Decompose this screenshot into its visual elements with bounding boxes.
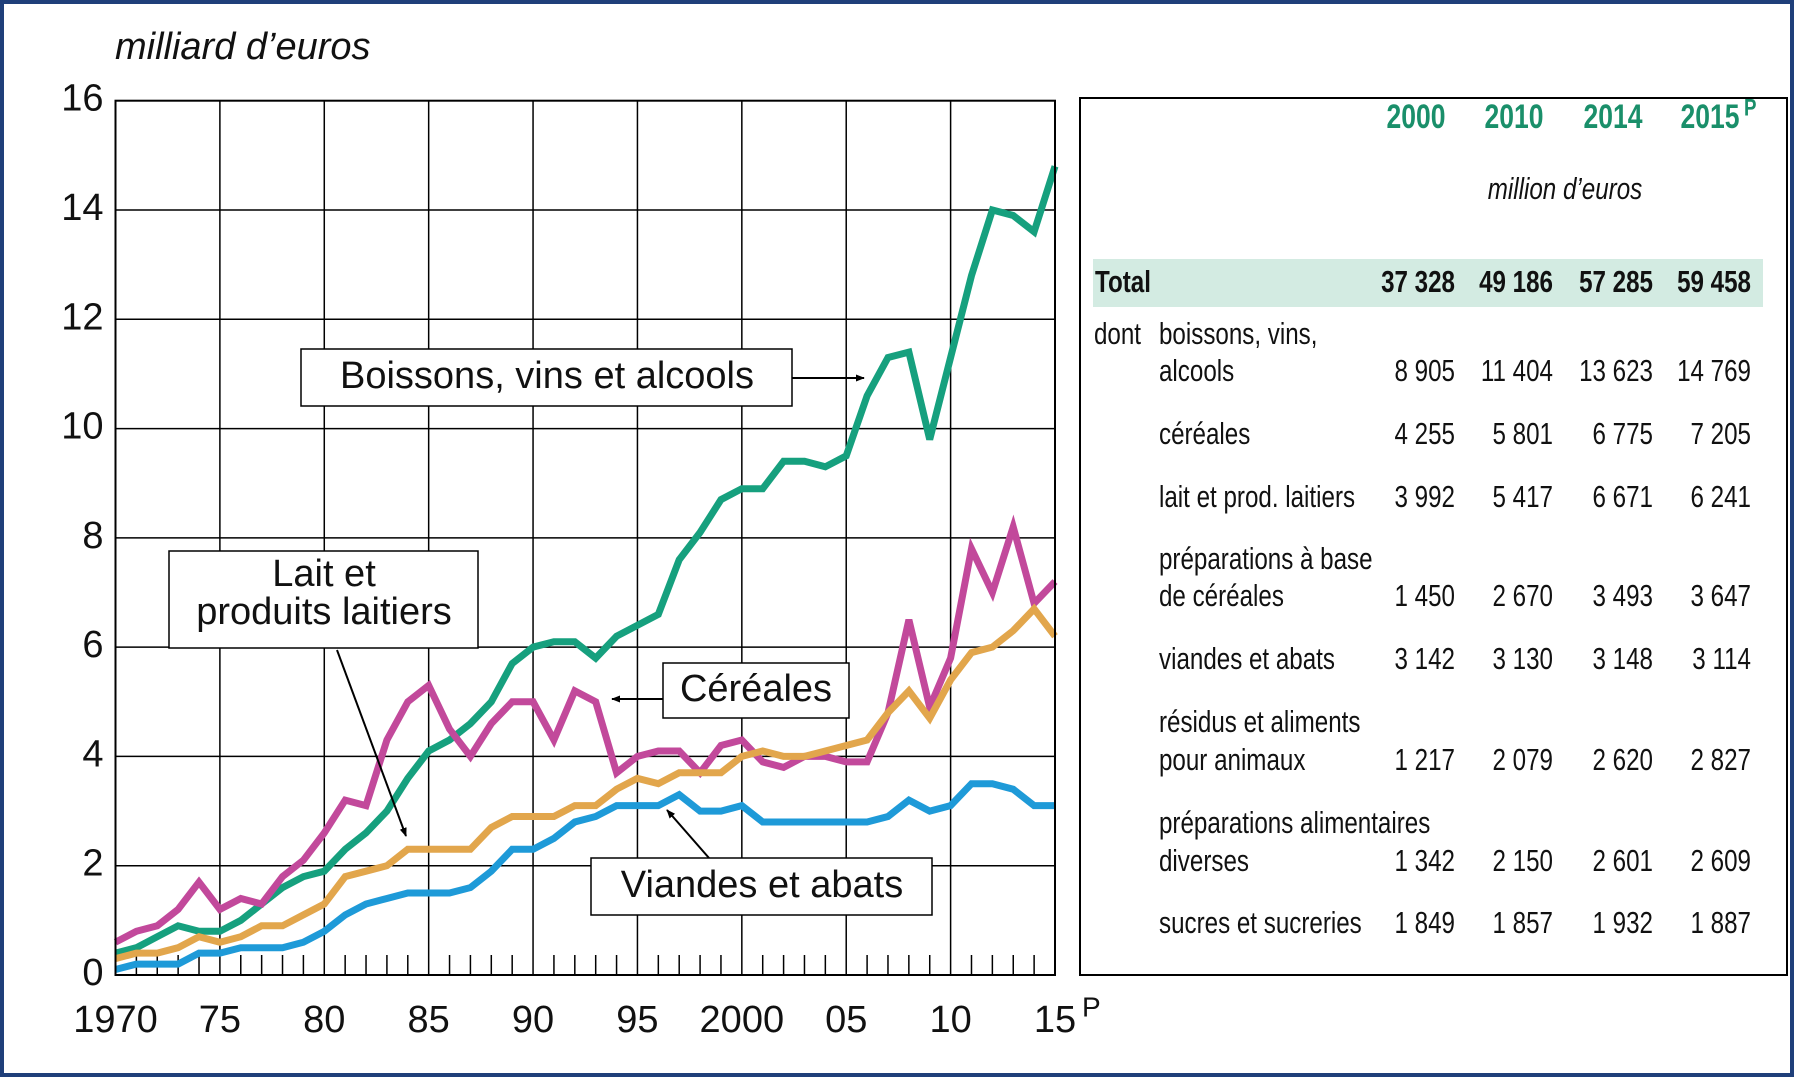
row-value: 7 205 <box>1691 416 1751 451</box>
y-tick-label: 10 <box>61 406 103 448</box>
y-tick-label: 14 <box>61 187 103 229</box>
row-value: 2 079 <box>1493 742 1553 777</box>
series-line <box>114 603 1058 962</box>
annotation-box <box>300 348 793 407</box>
total-label: Total <box>1095 264 1151 299</box>
y-tick-label: 8 <box>82 515 103 557</box>
unit-label: million d’euros <box>1488 171 1643 206</box>
annotation-box <box>662 662 850 719</box>
row-label: préparations à base <box>1159 541 1373 576</box>
row-value: 2 620 <box>1593 742 1653 777</box>
annotation-text: Boissons, vins et alcools <box>340 355 754 397</box>
annotation-box <box>590 857 933 916</box>
column-header: 2015 <box>1681 98 1740 136</box>
y-axis-label: milliard d’euros <box>115 26 371 68</box>
total-value: 57 285 <box>1579 264 1653 299</box>
row-value: 4 255 <box>1395 416 1455 451</box>
row-label: préparations alimentaires <box>1159 805 1430 840</box>
row-label: céréales <box>1159 416 1250 451</box>
row-value: 5 801 <box>1493 416 1553 451</box>
row-label: viandes et abats <box>1159 641 1335 676</box>
plot-border <box>114 99 1056 976</box>
row-value: 6 775 <box>1593 416 1653 451</box>
row-label: de céréales <box>1159 578 1284 613</box>
x-tick-superscript: P <box>1082 991 1101 1022</box>
column-header: 2014 <box>1584 98 1643 136</box>
annotation-text: Viandes et abats <box>621 864 903 906</box>
column-header: 2010 <box>1485 98 1544 136</box>
row-value: 3 647 <box>1691 578 1751 613</box>
x-tick-label: 2000 <box>700 999 785 1041</box>
total-value: 49 186 <box>1479 264 1553 299</box>
row-value: 1 342 <box>1395 843 1455 878</box>
column-header: 2000 <box>1387 98 1446 136</box>
row-value: 2 670 <box>1493 578 1553 613</box>
row-value: 3 493 <box>1593 578 1653 613</box>
row-label: sucres et sucreries <box>1159 905 1362 940</box>
x-tick-label: 1970 <box>73 999 158 1041</box>
annotation-text: Céréales <box>680 668 832 710</box>
row-prefix: dont <box>1094 316 1141 351</box>
row-value: 2 601 <box>1593 843 1653 878</box>
series-line <box>114 780 1055 973</box>
annotation-text: Lait et <box>272 553 376 595</box>
annotation-text: produits laitiers <box>196 591 452 633</box>
table-box <box>1079 97 1788 976</box>
row-value: 3 148 <box>1593 641 1653 676</box>
y-tick-label: 2 <box>82 843 103 885</box>
row-value: 3 992 <box>1395 479 1455 514</box>
row-value: 1 217 <box>1395 742 1455 777</box>
x-tick-label: 85 <box>408 999 450 1041</box>
row-value: 1 887 <box>1691 905 1751 940</box>
column-superscript: P <box>1744 94 1756 121</box>
row-value: 14 769 <box>1677 353 1751 388</box>
annotation-arrow <box>666 809 710 859</box>
row-value: 8 905 <box>1395 353 1455 388</box>
row-value: 5 417 <box>1493 479 1553 514</box>
x-tick-label: 10 <box>929 999 971 1041</box>
row-value: 6 671 <box>1593 479 1653 514</box>
row-label: résidus et aliments <box>1159 704 1360 739</box>
y-tick-label: 12 <box>61 296 103 338</box>
row-value: 3 142 <box>1395 641 1455 676</box>
row-value: 6 241 <box>1691 479 1751 514</box>
row-value: 2 609 <box>1691 843 1751 878</box>
total-band <box>1093 259 1763 307</box>
y-tick-label: 4 <box>82 733 103 775</box>
total-value: 37 328 <box>1381 264 1455 299</box>
row-value: 1 450 <box>1395 578 1455 613</box>
row-value: 13 623 <box>1579 353 1653 388</box>
row-value: 3 130 <box>1493 641 1553 676</box>
row-value: 11 404 <box>1481 353 1553 388</box>
x-tick-label: 95 <box>616 999 658 1041</box>
series-line <box>113 514 1058 946</box>
row-label: diverses <box>1159 843 1249 878</box>
x-tick-label: 75 <box>199 999 241 1041</box>
row-value: 2 150 <box>1493 843 1553 878</box>
row-label: lait et prod. laitiers <box>1159 479 1355 514</box>
row-value: 1 849 <box>1395 905 1455 940</box>
row-value: 1 932 <box>1593 905 1653 940</box>
row-value: 1 857 <box>1493 905 1553 940</box>
row-value: 3 114 <box>1692 641 1751 676</box>
x-tick-label: 15 <box>1034 999 1076 1041</box>
row-label: pour animaux <box>1159 742 1306 777</box>
x-tick-label: 90 <box>512 999 554 1041</box>
row-value: 2 827 <box>1691 742 1751 777</box>
annotation-arrow <box>336 649 407 837</box>
y-tick-label: 16 <box>61 78 103 120</box>
annotation-box <box>168 550 479 649</box>
y-tick-label: 0 <box>82 952 103 994</box>
x-tick-label: 80 <box>303 999 345 1041</box>
row-label: boissons, vins, <box>1159 316 1317 351</box>
row-label: alcools <box>1159 353 1234 388</box>
x-tick-label: 05 <box>825 999 867 1041</box>
y-tick-label: 6 <box>82 624 103 666</box>
total-value: 59 458 <box>1677 264 1751 299</box>
